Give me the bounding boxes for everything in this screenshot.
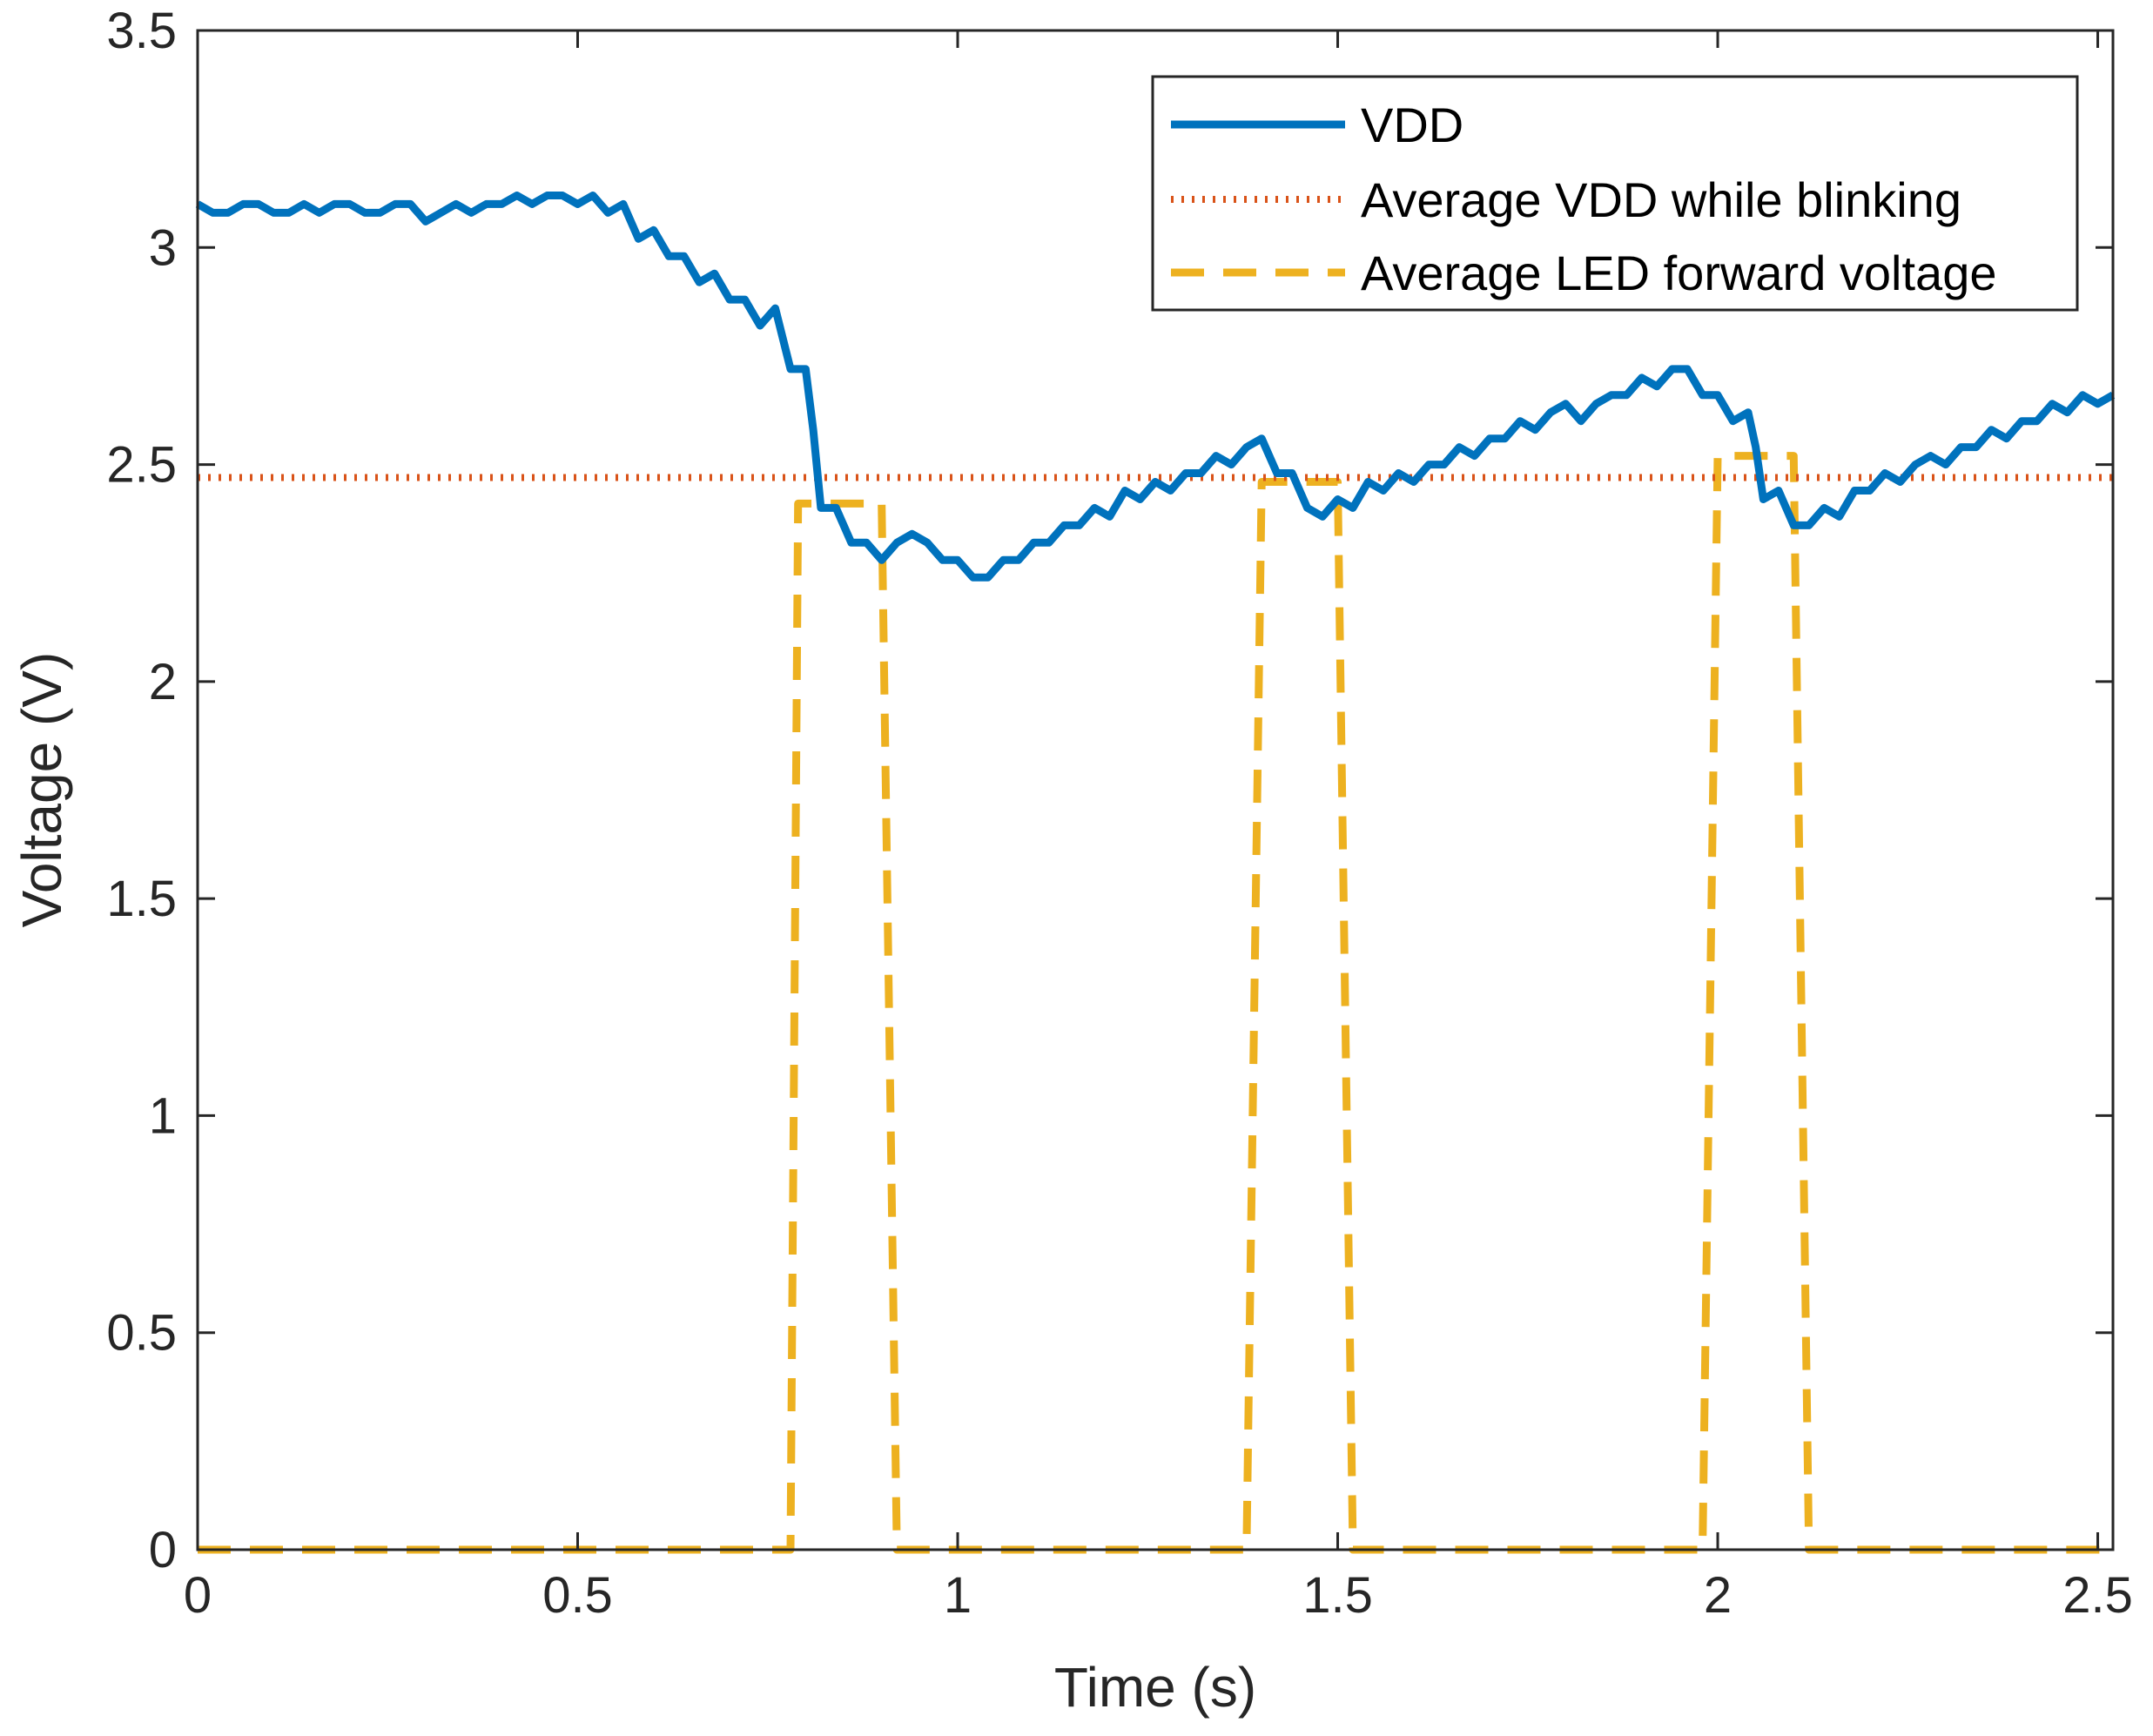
y-axis-label: Voltage (V) [10, 652, 73, 928]
x-tick-label: 0.5 [542, 1567, 613, 1624]
legend: VDD Average VDD while blinking Average L… [1151, 75, 2079, 312]
y-tick-label: 3 [149, 219, 177, 276]
y-tick-label: 0.5 [106, 1305, 177, 1362]
x-tick-label: 2.5 [2062, 1567, 2133, 1624]
tick-labels-layer: 0 0.5 1 1.5 2 2.5 0 0.5 1 1.5 2 2.5 3 3.5 [106, 3, 2133, 1624]
series-line-vdd [195, 192, 2116, 582]
legend-label-avg-vdd: Average VDD while blinking [1361, 172, 1961, 227]
y-tick-label: 1.5 [106, 871, 177, 927]
x-tick-label: 1 [944, 1567, 972, 1624]
x-axis-label: Time (s) [1054, 1656, 1256, 1719]
y-tick-label: 2 [149, 654, 177, 710]
y-tick-label: 3.5 [106, 3, 177, 59]
x-tick-label: 0 [184, 1567, 212, 1624]
y-tick-label: 2.5 [106, 437, 177, 494]
legend-label-led: Average LED forward voltage [1361, 246, 1997, 300]
y-tick-label: 0 [149, 1522, 177, 1578]
axes-box [196, 29, 2115, 1551]
ticks-layer [196, 29, 2113, 1551]
x-tick-label: 2 [1704, 1567, 1732, 1624]
series-layer [195, 192, 2116, 1554]
legend-label-vdd: VDD [1361, 98, 1463, 152]
x-tick-label: 1.5 [1302, 1567, 1373, 1624]
y-tick-label: 1 [149, 1087, 177, 1144]
